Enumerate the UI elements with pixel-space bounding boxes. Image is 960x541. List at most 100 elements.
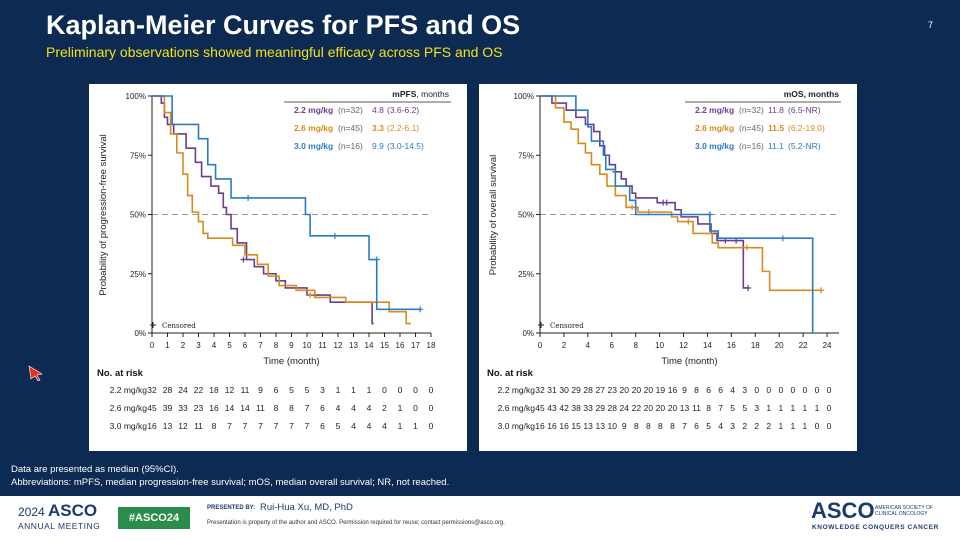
risk-count: 1: [351, 385, 356, 395]
y-tick-label: 100%: [126, 92, 146, 101]
footer-bar: 2024 ASCO ANNUAL MEETING #ASCO24 PRESENT…: [0, 496, 960, 541]
risk-count: 7: [258, 421, 263, 431]
risk-count: 33: [178, 403, 188, 413]
risk-count: 0: [428, 403, 434, 413]
x-tick-label: 13: [349, 341, 358, 350]
risk-count: 0: [826, 385, 832, 395]
risk-count: 1: [778, 421, 784, 431]
km-curve-22: [540, 95, 749, 289]
x-tick-label: 7: [258, 341, 263, 350]
risk-count: 1: [335, 385, 341, 395]
risk-count: 11: [194, 421, 203, 431]
legend-dose: 2.6 mg/kg: [294, 123, 333, 133]
risk-count: 24: [178, 385, 188, 395]
risk-count: 8: [706, 403, 711, 413]
risk-count: 6: [273, 385, 279, 395]
risk-count: 38: [571, 403, 581, 413]
x-tick-label: 4: [212, 341, 217, 350]
risk-count: 8: [289, 403, 294, 413]
y-tick-label: 50%: [130, 211, 146, 220]
x-tick-label: 4: [586, 341, 591, 350]
risk-count: 7: [242, 421, 248, 431]
risk-count: 0: [826, 421, 832, 431]
mouse-cursor-icon: [28, 365, 43, 381]
risk-count: 0: [382, 385, 387, 395]
footer-year: 2024: [18, 505, 45, 519]
x-tick-label: 12: [679, 341, 688, 350]
risk-count: 14: [240, 403, 250, 413]
censor-mark: [818, 287, 825, 294]
risk-row-label: 2.2 mg/kg: [497, 385, 535, 395]
risk-count: 4: [382, 421, 387, 431]
censored-legend-mark: [538, 322, 544, 328]
slide-subtitle: Preliminary observations showed meaningf…: [46, 44, 503, 60]
risk-count: 9: [258, 385, 263, 395]
legend-ci: (5.2-NR): [788, 141, 821, 151]
legend-header-bold: mPFS: [392, 89, 416, 99]
risk-count: 19: [655, 385, 666, 395]
risk-count: 6: [694, 421, 699, 431]
x-tick-label: 10: [303, 341, 312, 350]
risk-count: 22: [193, 385, 204, 395]
risk-count: 16: [147, 421, 157, 431]
risk-count: 43: [547, 403, 557, 413]
risk-count: 0: [428, 385, 434, 395]
risk-count: 9: [621, 421, 627, 431]
risk-count: 9: [682, 385, 687, 395]
footer-asco-logo: ASCO: [48, 501, 98, 520]
risk-count: 18: [209, 385, 219, 395]
censor-mark: [373, 256, 380, 263]
risk-count: 0: [397, 385, 403, 395]
censor-mark: [663, 199, 670, 206]
legend-ci: (6.2-19.0): [788, 123, 825, 133]
legend-header-rest: , months: [416, 89, 449, 99]
legend-n: (n=45): [338, 123, 363, 133]
risk-count: 4: [335, 403, 341, 413]
risk-count: 32: [147, 385, 157, 395]
x-tick-label: 0: [538, 341, 543, 350]
risk-count: 4: [730, 385, 736, 395]
legend-n: (n=45): [739, 123, 764, 133]
legend-ci: (3.0-14.5): [387, 141, 424, 151]
risk-count: 45: [535, 403, 545, 413]
risk-row: 3.0 mg/kg 16 13 12 11 8 7 7 7 7 7 7 6 5 4 4 4 1 1 0: [89, 421, 467, 435]
legend-n: (n=32): [338, 105, 363, 115]
legend-median: 11.1: [768, 141, 784, 151]
x-tick-label: 17: [411, 341, 420, 350]
censor-mark: [745, 284, 752, 291]
risk-count: 39: [162, 403, 173, 413]
risk-count: 7: [273, 421, 279, 431]
society-name: AMERICAN SOCIETY OF CLINICAL ONCOLOGY: [875, 505, 933, 517]
risk-count: 32: [535, 385, 545, 395]
risk-count: 4: [366, 421, 372, 431]
legend-ci: (6.5-NR): [788, 105, 821, 115]
risk-count: 20: [643, 403, 654, 413]
risk-count: 4: [718, 421, 723, 431]
risk-count: 12: [178, 421, 188, 431]
risk-count: 28: [607, 403, 617, 413]
censor-mark: [706, 211, 713, 218]
risk-count: 1: [778, 403, 784, 413]
risk-count: 3: [742, 385, 748, 395]
risk-count: 1: [814, 403, 820, 413]
legend-ci: (3.6-6.2): [387, 105, 419, 115]
risk-count: 16: [547, 421, 557, 431]
x-tick-label: 14: [365, 341, 374, 350]
risk-count: 0: [802, 385, 808, 395]
risk-count: 0: [413, 403, 418, 413]
asco-tagline: KNOWLEDGE CONQUERS CANCER: [812, 524, 939, 531]
x-tick-label: 16: [396, 341, 405, 350]
risk-count: 4: [351, 403, 356, 413]
risk-count: 7: [227, 421, 232, 431]
risk-count: 29: [595, 403, 605, 413]
x-tick-label: 18: [427, 341, 436, 350]
risk-count: 6: [706, 385, 711, 395]
censor-mark: [331, 232, 338, 239]
risk-count: 7: [682, 421, 687, 431]
risk-count: 28: [583, 385, 593, 395]
x-tick-label: 10: [655, 341, 664, 350]
x-tick-label: 9: [289, 341, 294, 350]
censor-mark: [245, 194, 252, 201]
risk-count: 42: [559, 403, 569, 413]
x-tick-label: 24: [823, 341, 832, 350]
